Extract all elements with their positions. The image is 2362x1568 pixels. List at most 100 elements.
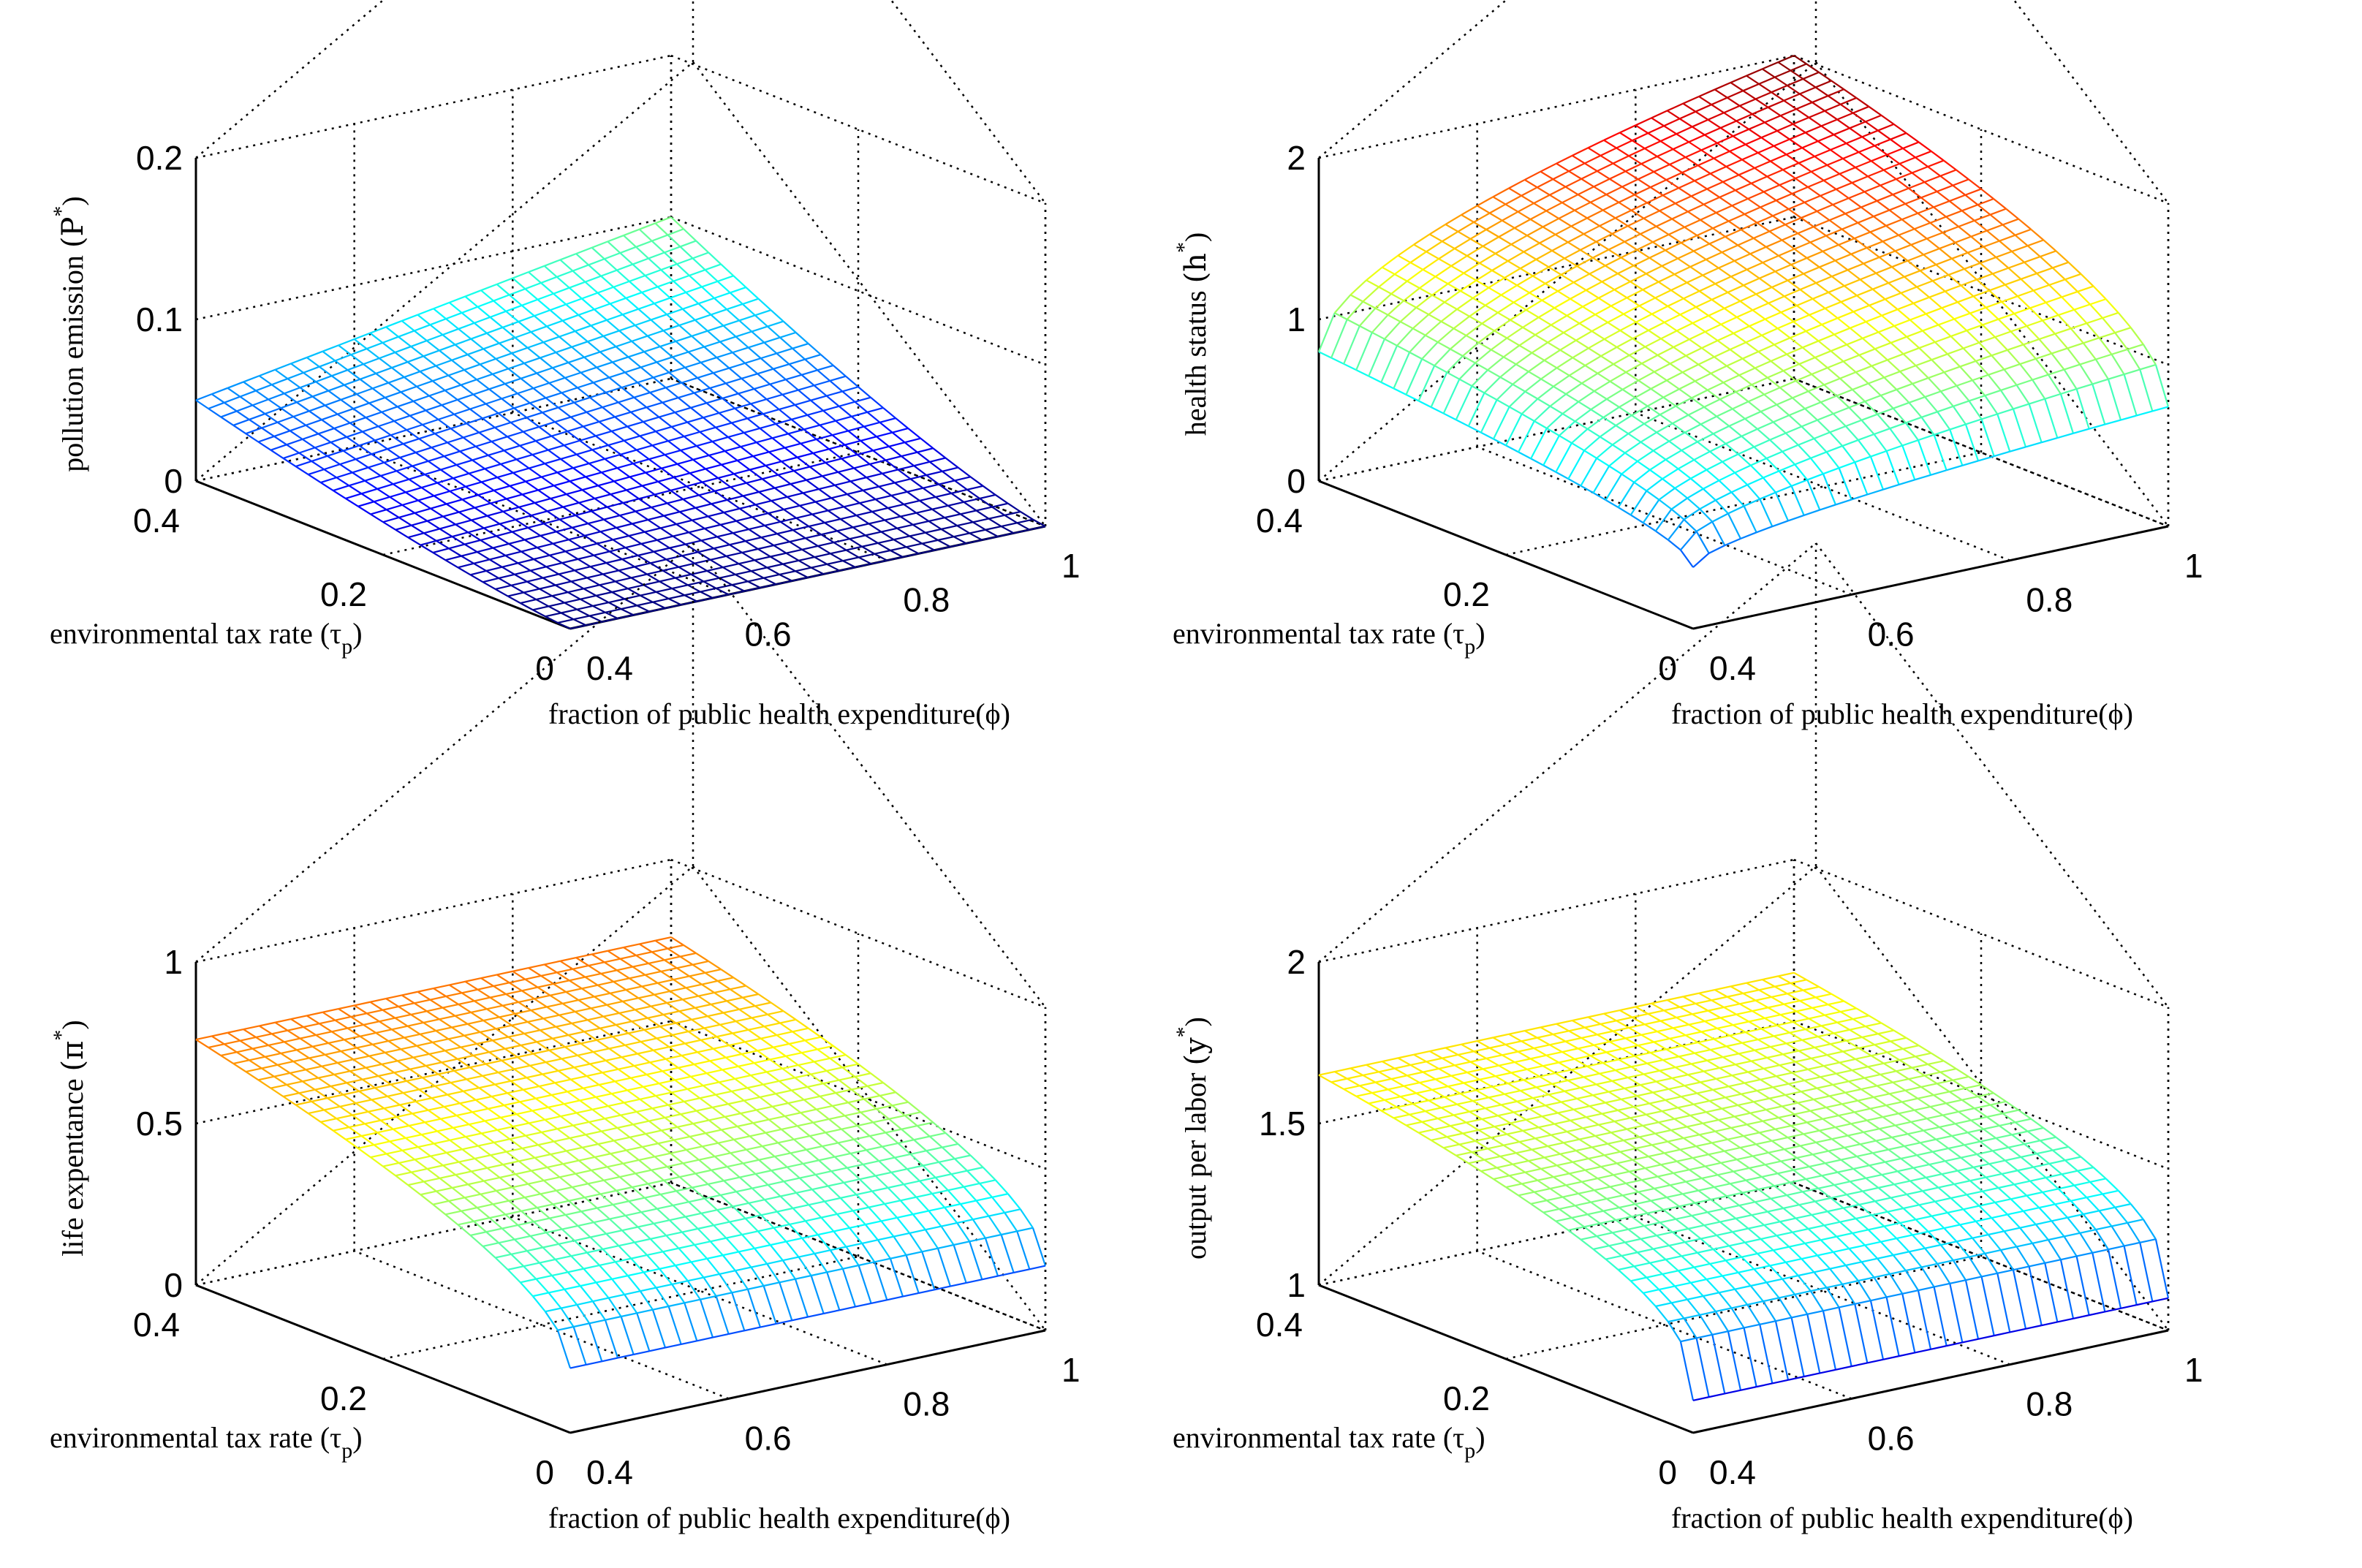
surface-segment: [1696, 235, 1711, 245]
surface-segment: [464, 543, 478, 553]
surface-segment: [544, 463, 558, 474]
surface-segment: [554, 421, 568, 432]
surface-segment: [604, 1118, 618, 1129]
surface-segment: [1615, 414, 1632, 426]
surface-segment: [1617, 273, 1631, 283]
surface-segment: [1993, 198, 2007, 210]
surface-segment: [299, 1037, 314, 1048]
surface-segment: [675, 335, 692, 343]
surface-segment: [1784, 224, 1798, 235]
surface-segment: [674, 406, 692, 414]
surface-segment: [800, 1112, 814, 1124]
surface-segment: [671, 584, 689, 590]
surface-segment: [559, 330, 576, 338]
surface-segment: [1652, 450, 1667, 461]
surface-segment: [680, 240, 697, 248]
surface-segment: [827, 1185, 841, 1199]
surface-segment: [733, 532, 746, 542]
surface-segment: [1725, 159, 1743, 167]
surface-segment: [321, 413, 338, 421]
surface-segment: [296, 401, 310, 412]
surface-segment: [529, 569, 544, 579]
surface-segment: [445, 311, 463, 320]
surface-segment: [716, 1209, 730, 1223]
surface-segment: [1715, 491, 1733, 501]
surface-segment: [1879, 250, 1896, 258]
surface-segment: [434, 1085, 448, 1096]
surface-segment: [416, 1045, 430, 1055]
surface-segment: [1755, 367, 1768, 379]
surface-segment: [1635, 387, 1651, 399]
surface-segment: [558, 1069, 572, 1080]
surface-segment: [561, 1228, 575, 1241]
surface-segment: [1564, 178, 1582, 188]
surface-segment: [1595, 240, 1610, 251]
surface-segment: [966, 488, 980, 499]
surface-segment: [639, 943, 653, 953]
surface-segment: [1533, 405, 1551, 422]
surface-segment: [436, 1190, 450, 1202]
surface-segment: [587, 1019, 601, 1029]
box-edge: [692, 61, 1046, 527]
surface-segment: [773, 541, 790, 547]
surface-segment: [286, 444, 300, 454]
surface-segment: [982, 1275, 999, 1281]
surface-segment: [567, 1091, 580, 1102]
surface-segment: [627, 1089, 640, 1100]
surface-segment: [727, 1103, 741, 1115]
surface-segment: [604, 251, 621, 260]
surface-segment: [1540, 367, 1558, 380]
surface-segment: [610, 493, 624, 504]
surface-segment: [640, 361, 657, 368]
surface-segment: [1816, 211, 1831, 221]
surface-segment: [385, 319, 403, 328]
surface-segment: [512, 970, 526, 980]
surface-segment: [1756, 526, 1773, 534]
surface-segment: [422, 1077, 436, 1087]
surface-segment: [941, 525, 958, 530]
surface-segment: [1695, 380, 1708, 391]
surface-segment: [687, 351, 702, 363]
surface-segment: [1823, 384, 1838, 397]
surface-segment: [1964, 194, 1979, 205]
surface-segment: [650, 319, 665, 332]
surface-segment: [733, 977, 747, 987]
surface-segment: [1477, 205, 1491, 214]
surface-segment: [871, 511, 885, 521]
surface-segment: [435, 359, 453, 367]
surface-segment: [904, 437, 921, 444]
surface-segment: [1590, 201, 1604, 211]
surface-segment: [692, 257, 706, 270]
surface-segment: [1813, 226, 1827, 237]
surface-segment: [1854, 238, 1868, 249]
surface-segment: [1805, 324, 1822, 333]
surface-segment: [611, 591, 625, 600]
surface-segment: [920, 437, 934, 450]
surface-segment: [879, 417, 896, 423]
surface-segment: [548, 602, 565, 607]
surface-segment: [679, 507, 696, 513]
surface-segment: [1679, 314, 1694, 324]
surface-segment: [1444, 290, 1461, 303]
surface-segment: [1682, 95, 1700, 105]
surface-segment: [629, 1136, 643, 1148]
surface-segment: [701, 1209, 718, 1214]
surface-segment: [1779, 115, 1794, 125]
surface-segment: [1981, 413, 1998, 420]
surface-segment: [979, 493, 996, 499]
surface-segment: [556, 526, 572, 533]
surface-segment: [1514, 227, 1528, 237]
surface-segment: [1842, 360, 1857, 373]
surface-segment: [627, 1275, 641, 1292]
surface-segment: [504, 1048, 518, 1058]
surface-segment: [969, 1154, 984, 1168]
surface-segment: [1479, 262, 1493, 271]
surface-segment: [1425, 334, 1439, 343]
surface-segment: [458, 507, 475, 513]
surface-segment: [1801, 147, 1815, 157]
surface-segment: [468, 1124, 482, 1135]
surface-segment: [485, 403, 499, 414]
surface-segment: [757, 368, 774, 375]
grid-line: [382, 1255, 859, 1360]
surface-segment: [1774, 76, 1788, 86]
